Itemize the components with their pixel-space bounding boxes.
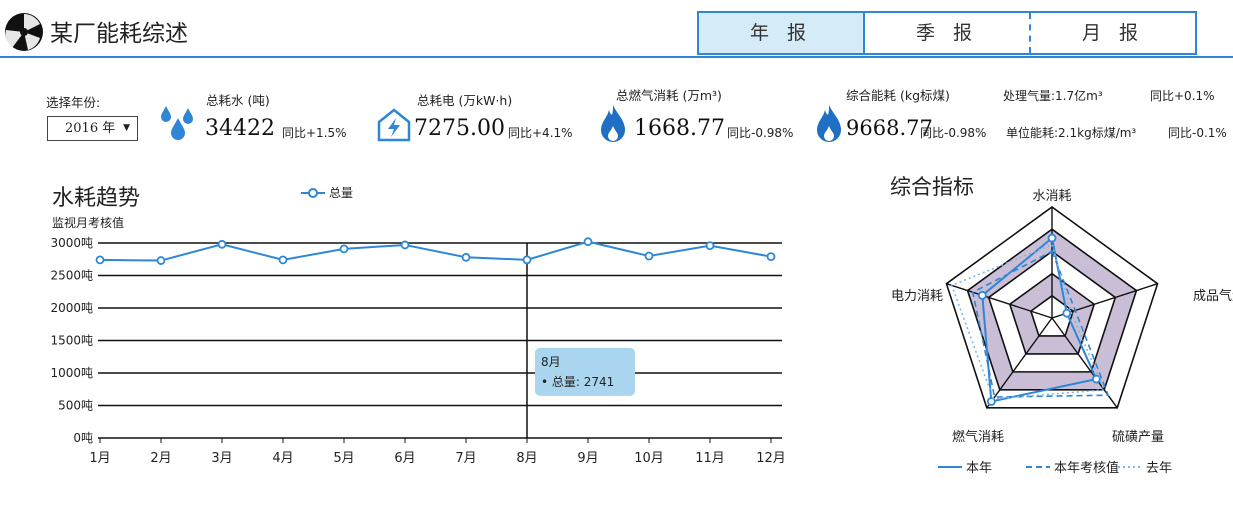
- tooltip: 8月 • 总量: 2741: [535, 347, 635, 396]
- gas-label: 总燃气消耗 (万m³): [616, 88, 722, 103]
- total-energy-label: 综合能耗 (kg标煤): [846, 88, 950, 103]
- radar-series-1: [971, 250, 1110, 398]
- water-drops-icon: [158, 102, 198, 146]
- power-yoy: 同比+4.1%: [508, 126, 573, 140]
- tab-divider: [863, 13, 865, 53]
- x-tick-label: 4月: [272, 451, 293, 466]
- legend-label: 本年考核值: [1054, 460, 1119, 476]
- y-tick-label: 2000吨: [50, 301, 93, 315]
- gas-yoy: 同比-0.98%: [727, 126, 794, 140]
- chevron-down-icon: ▼: [123, 123, 130, 133]
- unit-energy-yoy: 同比-0.1%: [1168, 126, 1227, 140]
- radar-spoke: [986, 317, 1053, 409]
- data-point: [217, 239, 227, 249]
- data-point: [766, 252, 776, 262]
- radar-spoke: [946, 283, 1053, 319]
- year-select[interactable]: 2016 年 ▼: [47, 116, 138, 141]
- radar-point: [1047, 233, 1057, 243]
- radar-point: [977, 290, 987, 300]
- line-chart-subtitle: 监视月考核值: [52, 216, 125, 230]
- y-tick-label: 500吨: [58, 399, 93, 413]
- radar-series-0: [981, 236, 1098, 403]
- radar-axis-label: 水消耗: [1032, 189, 1071, 204]
- radar-axis-label: 成品气量: [1193, 288, 1233, 304]
- page-title: 某厂能耗综述: [50, 21, 188, 47]
- y-tick-label: 2500吨: [50, 269, 93, 283]
- legend-label: 去年: [1146, 461, 1172, 476]
- data-point: [522, 255, 532, 265]
- line-chart-title: 水耗趋势: [52, 186, 141, 211]
- processed-gas-label: 处理气量:1.7亿m³: [1003, 89, 1103, 103]
- x-tick-label: 11月: [695, 451, 725, 466]
- legend-label: 总量: [329, 186, 354, 200]
- data-point: [95, 255, 105, 265]
- data-point: [461, 252, 471, 262]
- data-point: [705, 241, 715, 250]
- radar-point: [1062, 308, 1072, 318]
- x-tick-label: 7月: [455, 451, 476, 466]
- tab-annual-report[interactable]: 年 报: [699, 13, 863, 53]
- x-tick-label: 9月: [577, 451, 598, 466]
- x-tick-label: 3月: [211, 451, 232, 466]
- data-point: [644, 251, 654, 261]
- data-point: [156, 256, 166, 265]
- tooltip-title: 8月: [541, 355, 561, 369]
- x-tick-label: 12月: [756, 451, 786, 466]
- y-tick-label: 1500吨: [50, 334, 93, 348]
- unit-energy-label: 单位能耗:2.1kg标煤/m³: [1006, 126, 1137, 140]
- water-trend-chart[interactable]: 0吨 500吨 1000吨 1500吨 2000吨 2500吨 3000吨 1月 2月 3月 4月 5…: [0, 180, 800, 480]
- water-label: 总耗水 (吨): [206, 93, 270, 108]
- total-energy-value: 9668.77: [846, 116, 933, 140]
- year-select-value: 2016 年: [65, 121, 116, 136]
- x-tick-label: 1月: [89, 451, 110, 466]
- data-point: [583, 237, 593, 247]
- x-tick-label: 6月: [394, 451, 415, 466]
- header-divider: [0, 56, 1233, 58]
- radar-title: 综合指标: [890, 175, 974, 199]
- legend-label: 本年: [966, 461, 992, 476]
- radar-point: [986, 397, 996, 406]
- x-tick-label: 5月: [333, 451, 354, 466]
- data-point: [339, 244, 349, 254]
- radar-legend: 本年 本年考核值 去年: [938, 460, 1172, 476]
- tooltip-value: • 总量: 2741: [541, 375, 614, 389]
- y-tick-label: 0吨: [73, 431, 93, 445]
- power-value: 7275.00: [414, 116, 505, 141]
- total-energy-yoy: 同比-0.98%: [920, 126, 987, 140]
- radar-axis-label: 电力消耗: [891, 289, 943, 304]
- data-point: [278, 255, 288, 265]
- series-line-total: [99, 240, 772, 262]
- y-tick-label: 1000吨: [50, 366, 93, 380]
- lightning-icon: [376, 108, 412, 146]
- tab-monthly-report[interactable]: 月 报: [1081, 22, 1145, 44]
- x-tick-label: 10月: [634, 451, 664, 466]
- radar-axis-label: 燃气消耗: [952, 429, 1004, 445]
- water-yoy: 同比+1.5%: [282, 126, 347, 140]
- x-tick-label: 2月: [150, 451, 171, 466]
- tooltip-box: [535, 347, 635, 396]
- flame-icon: [599, 104, 627, 148]
- processed-gas-yoy: 同比+0.1%: [1150, 89, 1215, 103]
- tab-quarterly-report[interactable]: 季 报: [915, 22, 979, 44]
- y-tick-label: 3000吨: [50, 236, 93, 250]
- year-select-label: 选择年份:: [46, 95, 101, 110]
- data-point: [400, 240, 410, 250]
- company-logo-icon: [4, 12, 44, 52]
- power-label: 总耗电 (万kW·h): [417, 93, 513, 108]
- line-chart-legend[interactable]: 总量: [300, 184, 353, 201]
- water-value: 34422: [205, 116, 275, 141]
- tab-divider: [1029, 13, 1031, 53]
- legend-line-icon: [301, 187, 325, 198]
- flame-icon: [815, 104, 843, 148]
- x-tick-label: 8月: [516, 451, 537, 466]
- radar-series-2: [950, 243, 1106, 400]
- gas-value: 1668.77: [634, 116, 725, 141]
- radar-axis-label: 硫磺产量: [1112, 430, 1164, 445]
- report-tabs: 年 报 季 报 月 报: [697, 11, 1197, 55]
